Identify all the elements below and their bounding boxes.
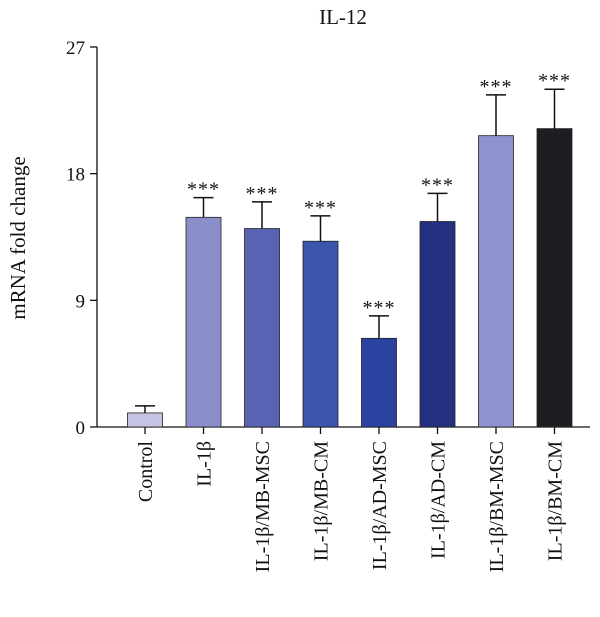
bar bbox=[419, 221, 456, 428]
x-tick-label: IL-1β bbox=[194, 441, 216, 487]
x-tick-label: IL-1β/AD-CM bbox=[428, 441, 450, 559]
bar bbox=[536, 128, 573, 428]
bar bbox=[185, 216, 222, 428]
y-tick-label: 27 bbox=[66, 38, 85, 59]
x-tick-label: Control bbox=[135, 441, 157, 503]
bar bbox=[302, 240, 339, 428]
bar bbox=[244, 228, 280, 428]
y-tick-label: 9 bbox=[76, 291, 86, 312]
y-axis-label: mRNA fold change bbox=[6, 156, 30, 319]
x-tick-label: IL-1β/AD-MSC bbox=[369, 441, 391, 570]
x-axis: Control IL-1β IL-1β/MB-MSC IL-1β/MB-CM IL-1β… bbox=[97, 426, 590, 572]
chart-title: IL-12 bbox=[319, 5, 367, 29]
x-tick-label: IL-1β/MB-CM bbox=[311, 441, 333, 561]
significance-label: *** bbox=[187, 179, 220, 201]
x-tick-label: IL-1β/MB-MSC bbox=[252, 441, 274, 572]
bar bbox=[127, 412, 163, 428]
significance-label: *** bbox=[363, 297, 396, 319]
significance-label: *** bbox=[304, 197, 337, 219]
significance-label: *** bbox=[538, 70, 571, 92]
bar bbox=[478, 135, 514, 428]
x-tick-label: IL-1β/BM-MSC bbox=[486, 441, 508, 572]
significance-label: *** bbox=[421, 174, 454, 196]
x-tick-label: IL-1β/BM-CM bbox=[545, 441, 567, 561]
y-tick-label: 18 bbox=[66, 165, 85, 186]
bars-group: *** *** *** *** *** *** *** bbox=[127, 70, 573, 428]
bar bbox=[361, 337, 397, 428]
significance-label: *** bbox=[246, 183, 279, 205]
y-tick-label: 0 bbox=[76, 418, 86, 439]
y-axis: 0 9 18 27 bbox=[66, 38, 98, 439]
significance-label: *** bbox=[480, 76, 513, 98]
